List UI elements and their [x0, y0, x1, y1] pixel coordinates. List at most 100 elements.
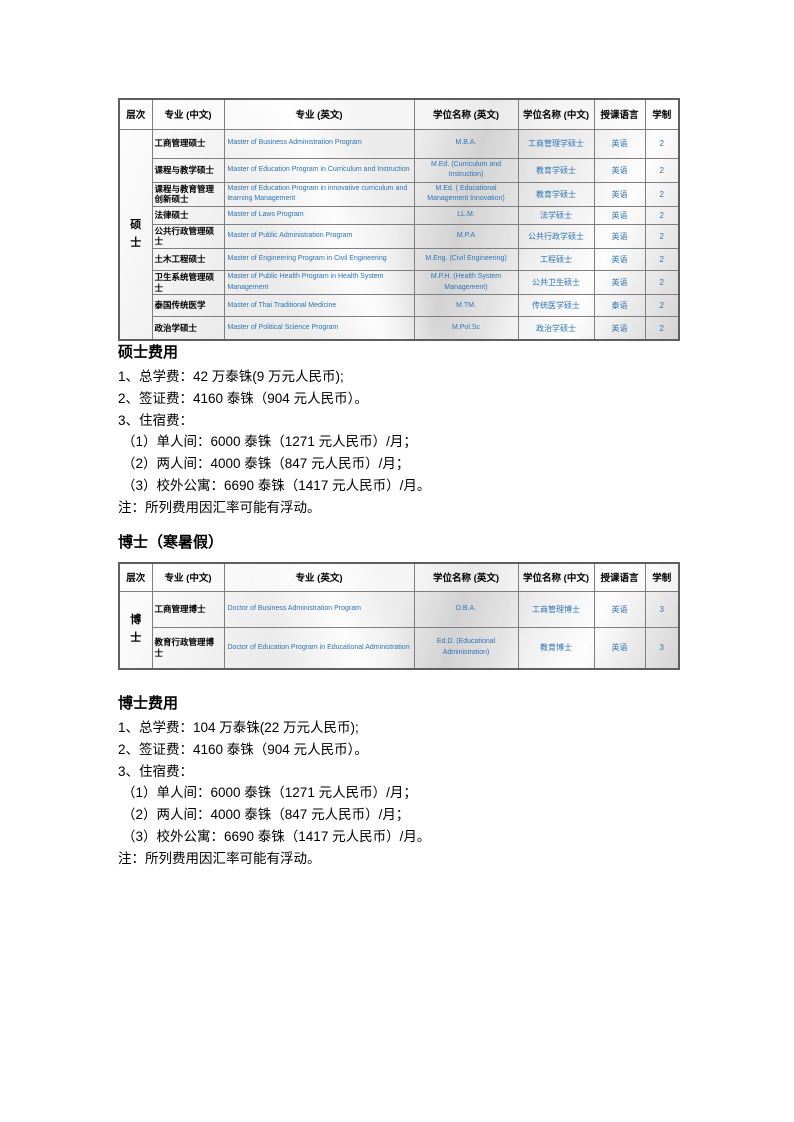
- table-row: 教育行政管理博士 Doctor of Education Program in E…: [119, 626, 680, 670]
- fee-line: 注：所列费用因汇率可能有浮动。: [118, 850, 321, 866]
- degree-en-cell: M.Ed. (Curriculum and Instruction): [413, 157, 519, 183]
- column-header: 专业 (中文): [151, 98, 225, 130]
- column-header: 授课语言: [593, 562, 646, 592]
- fee-line: （1）单人间：6000 泰铢（1271 元人民币）/月；: [122, 785, 417, 801]
- language-cell: 英语: [593, 128, 646, 159]
- degree-en-cell: M.Pol.Sc: [413, 316, 519, 341]
- degree-cn-cell: 教育学硕士: [517, 181, 595, 207]
- degree-cn-cell: 传统医学硕士: [517, 294, 595, 318]
- fee-line: 1、总学费：42 万泰铢(9 万元人民币);: [118, 369, 344, 384]
- master-table: 层次 专业 (中文) 专业 (英文) 学位名称 (英文) 学位名称 (中文) 授课语言 学制…: [118, 98, 680, 341]
- language-cell: 英语: [593, 181, 646, 207]
- header-row: 层次 专业 (中文) 专业 (英文) 学位名称 (英文) 学位名称 (中文) 授课语言 学制: [118, 562, 680, 592]
- duration-cell: 2: [644, 316, 680, 341]
- duration-cell: 2: [644, 248, 680, 271]
- fee-line: 2、签证费：4160 泰铢（904 元人民币）。: [118, 390, 368, 406]
- language-cell: 英语: [593, 269, 646, 296]
- level-cell: 硕士: [118, 128, 153, 341]
- table-row: 课程与教育管理创新硕士 Master of Education Program i…: [119, 181, 680, 207]
- major-cn-cell: 课程与教育管理创新硕士: [151, 181, 225, 207]
- major-en-cell: Master of Education Program in Curriculu…: [223, 157, 415, 183]
- major-cn-cell: 工商管理博士: [151, 590, 225, 628]
- major-en-cell: Master of Political Science Program: [223, 316, 415, 341]
- duration-cell: 2: [644, 223, 680, 250]
- fee-line: （3）校外公寓：6690 泰铢（1417 元人民币）/月。: [122, 477, 431, 493]
- language-cell: 英语: [593, 157, 646, 183]
- duration-cell: 2: [644, 157, 680, 183]
- table-row: 卫生系统管理硕士 Master of Public Health Program …: [119, 269, 680, 296]
- doctor-fees-heading: 博士费用: [118, 695, 179, 712]
- degree-cn-cell: 教育博士: [517, 626, 595, 670]
- doctor-section-heading: 博士（寒暑假）: [118, 534, 224, 551]
- column-header: 专业 (英文): [223, 98, 415, 130]
- column-header: 层次: [118, 98, 153, 130]
- fee-line: 注：所列费用因汇率可能有浮动。: [118, 499, 321, 515]
- fee-line: 1、总学费：104 万泰铢(22 万元人民币);: [118, 720, 359, 735]
- fee-line: （2）两人间：4000 泰铢（847 元人民币）/月；: [122, 456, 410, 472]
- major-cn-cell: 政治学硕士: [151, 316, 225, 341]
- table-row: 政治学硕士 Master of Political Science Program…: [119, 316, 680, 341]
- degree-cn-cell: 政治学硕士: [517, 316, 595, 341]
- duration-cell: 2: [644, 205, 680, 225]
- degree-cn-cell: 工程硕士: [517, 248, 595, 271]
- column-header: 层次: [118, 562, 153, 592]
- degree-cn-cell: 工商管理学硕士: [517, 128, 595, 159]
- fee-line: （3）校外公寓：6690 泰铢（1417 元人民币）/月。: [122, 828, 431, 844]
- duration-cell: 2: [644, 128, 680, 159]
- degree-cn-cell: 公共卫生硕士: [517, 269, 595, 296]
- doctor-fees-list: 1、总学费：104 万泰铢(22 万元人民币); 2、签证费：4160 泰铢（90…: [118, 717, 430, 870]
- degree-en-cell: LL.M.: [413, 205, 519, 225]
- master-fees-list: 1、总学费：42 万泰铢(9 万元人民币); 2、签证费：4160 泰铢（904 …: [118, 366, 430, 519]
- language-cell: 英语: [593, 316, 646, 341]
- column-header: 专业 (英文): [223, 562, 415, 592]
- degree-en-cell: M.Eng. (Civil Engineering): [413, 248, 519, 271]
- major-cn-cell: 泰国传统医学: [151, 294, 225, 318]
- table-row: 博士工商管理博士 Doctor of Business Administratio…: [118, 590, 680, 670]
- degree-en-cell: M.B.A.: [413, 128, 519, 159]
- degree-en-cell: M.Ed. ( Educational Management Innovatio…: [413, 181, 519, 207]
- major-en-cell: Master of Public Administration Program: [223, 223, 415, 250]
- degree-cn-cell: 教育学硕士: [517, 157, 595, 183]
- level-cell: 博士: [118, 590, 153, 670]
- major-en-cell: Doctor of Business Administration Progra…: [223, 590, 415, 628]
- fee-line: 2、签证费：4160 泰铢（904 元人民币）。: [118, 741, 368, 757]
- duration-cell: 3: [644, 590, 680, 628]
- major-cn-cell: 公共行政管理硕士: [151, 223, 225, 250]
- language-cell: 英语: [593, 248, 646, 271]
- master-program-table: 层次 专业 (中文) 专业 (英文) 学位名称 (英文) 学位名称 (中文) 授课语言 学制…: [118, 98, 680, 341]
- language-cell: 英语: [593, 626, 646, 670]
- table-row: 法律硕士 Master of Laws Program LL.M. 法学硕士 英语 2: [119, 205, 680, 225]
- language-cell: 泰语: [593, 294, 646, 318]
- degree-cn-cell: 工商管理博士: [517, 590, 595, 628]
- major-en-cell: Doctor of Education Program in Education…: [223, 626, 415, 670]
- major-en-cell: Master of Laws Program: [223, 205, 415, 225]
- table-row: 公共行政管理硕士 Master of Public Administration …: [119, 223, 680, 250]
- language-cell: 英语: [593, 223, 646, 250]
- degree-en-cell: D.B.A.: [413, 590, 519, 628]
- column-header: 学位名称 (中文): [517, 98, 595, 130]
- header-row: 层次 专业 (中文) 专业 (英文) 学位名称 (英文) 学位名称 (中文) 授课语言 学制: [118, 98, 680, 130]
- language-cell: 英语: [593, 205, 646, 225]
- fee-line: （2）两人间：4000 泰铢（847 元人民币）/月；: [122, 807, 410, 823]
- column-header: 学位名称 (中文): [517, 562, 595, 592]
- column-header: 学位名称 (英文): [413, 98, 519, 130]
- degree-en-cell: M.P.H. (Health System Management): [413, 269, 519, 296]
- major-cn-cell: 卫生系统管理硕士: [151, 269, 225, 296]
- major-cn-cell: 教育行政管理博士: [151, 626, 225, 670]
- column-header: 学制: [644, 98, 680, 130]
- fee-line: （1）单人间：6000 泰铢（1271 元人民币）/月；: [122, 434, 417, 450]
- degree-cn-cell: 公共行政学硕士: [517, 223, 595, 250]
- degree-en-cell: M.P.A: [413, 223, 519, 250]
- table-row: 硕士工商管理硕士 Master of Business Administratio…: [118, 128, 680, 341]
- major-en-cell: Master of Business Administration Progra…: [223, 128, 415, 159]
- major-cn-cell: 法律硕士: [151, 205, 225, 225]
- language-cell: 英语: [593, 590, 646, 628]
- duration-cell: 2: [644, 181, 680, 207]
- duration-cell: 2: [644, 269, 680, 296]
- degree-en-cell: Ed.D. (Educational Administration): [413, 626, 519, 670]
- duration-cell: 2: [644, 294, 680, 318]
- table-row: 泰国传统医学 Master of Thai Traditional Medicin…: [119, 294, 680, 318]
- major-en-cell: Master of Public Health Program in Healt…: [223, 269, 415, 296]
- degree-cn-cell: 法学硕士: [517, 205, 595, 225]
